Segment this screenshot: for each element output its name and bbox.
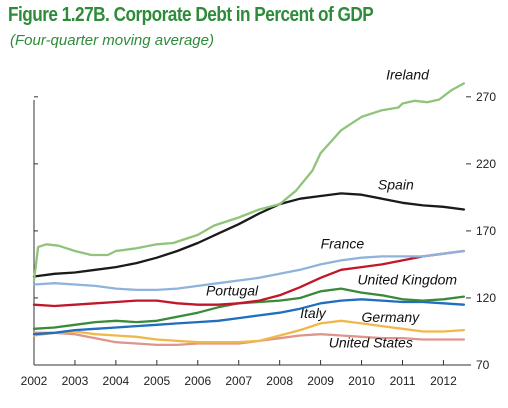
x-tick-label: 2008: [266, 374, 293, 388]
y-tick-label: 220: [476, 157, 496, 171]
series-line-italy: [32, 298, 466, 336]
chart-subtitle: (Four-quarter moving average): [10, 32, 214, 49]
chart-series: [32, 82, 466, 347]
series-line-ireland: [32, 82, 466, 282]
series-label-united-states: United States: [329, 335, 413, 351]
x-tick-label: 2010: [348, 374, 375, 388]
x-tick-label: 2005: [143, 374, 170, 388]
series-label-italy: Italy: [300, 305, 327, 321]
x-tick-label: 2011: [390, 374, 416, 388]
series-label-united-kingdom: United Kingdom: [357, 272, 457, 288]
x-tick-label: 2004: [103, 374, 130, 388]
y-tick-label: 120: [476, 291, 496, 305]
x-tick-label: 2007: [225, 374, 252, 388]
series-line-spain: [32, 192, 466, 278]
series-label-spain: Spain: [378, 176, 414, 192]
chart-title: Figure 1.27B. Corporate Debt in Percent …: [8, 4, 374, 26]
chart-axes: 70 120 170 220 270 2002 2003 2004 2005 2006 2007 20…: [21, 90, 497, 388]
chart-series-labels: Ireland Spain France United Kingdom Portugal…: [206, 66, 457, 350]
y-tick-label: 170: [476, 224, 496, 238]
series-line-germany: [32, 319, 466, 344]
x-tick-label: 2002: [21, 374, 48, 388]
x-tick-label: 2009: [307, 374, 334, 388]
y-tick-label: 70: [476, 358, 490, 372]
x-tick-label: 2012: [430, 374, 457, 388]
series-label-ireland: Ireland: [386, 66, 430, 82]
series-line-france: [32, 249, 466, 292]
y-tick-label: 270: [476, 90, 496, 104]
x-tick-label: 2006: [184, 374, 211, 388]
series-label-portugal: Portugal: [206, 282, 259, 298]
x-tick-label: 2003: [62, 374, 89, 388]
series-label-france: France: [321, 235, 365, 251]
series-label-germany: Germany: [362, 309, 421, 325]
series-line-portugal: [32, 249, 466, 308]
